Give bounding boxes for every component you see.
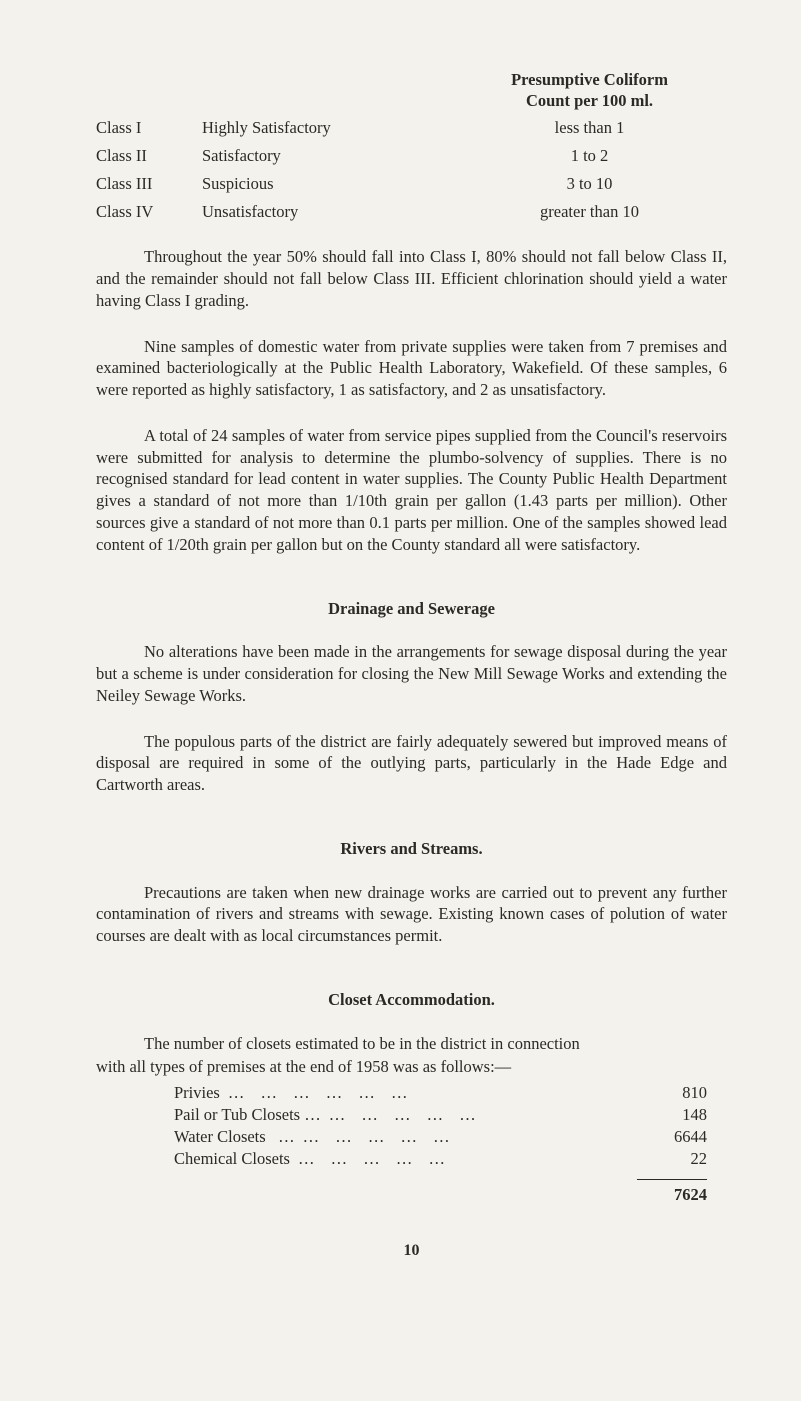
closet-total-row: 7624 <box>174 1184 707 1206</box>
class-table-cell: less than 1 <box>452 117 727 139</box>
closet-row: Privies … … … … … … 810 <box>174 1082 707 1104</box>
class-table-cell: Class II <box>96 145 202 167</box>
leader-dots: … … … … … <box>295 1126 637 1148</box>
closet-row: Pail or Tub Closets … … … … … … 148 <box>174 1104 707 1126</box>
total-rule <box>637 1179 707 1180</box>
body-paragraph: Throughout the year 50% should fall into… <box>96 246 727 311</box>
closet-label: Water Closets … <box>174 1126 295 1148</box>
closet-row: Chemical Closets … … … … … 22 <box>174 1148 707 1170</box>
closet-row: Water Closets … … … … … … 6644 <box>174 1126 707 1148</box>
closet-value: 22 <box>637 1148 707 1170</box>
leader-dots: … … … … … … <box>220 1082 637 1104</box>
class-table-cell: 3 to 10 <box>452 173 727 195</box>
closet-label: Privies <box>174 1082 220 1104</box>
closet-intro-line: with all types of premises at the end of… <box>96 1056 727 1078</box>
class-table-cell: 1 to 2 <box>452 145 727 167</box>
body-paragraph: Precautions are taken when new drainage … <box>96 882 727 947</box>
class-table: Presumptive ColiformCount per 100 ml. Cl… <box>96 70 727 222</box>
section-heading-drainage: Drainage and Sewerage <box>96 598 727 620</box>
closet-label: Pail or Tub Closets … <box>174 1104 321 1126</box>
body-paragraph: A total of 24 samples of water from serv… <box>96 425 727 556</box>
class-table-cell: Class I <box>96 117 202 139</box>
closet-value: 810 <box>637 1082 707 1104</box>
closet-value: 148 <box>637 1104 707 1126</box>
class-table-cell: Class IV <box>96 201 202 223</box>
body-paragraph: No alterations have been made in the arr… <box>96 641 727 706</box>
class-table-cell: Satisfactory <box>202 145 452 167</box>
body-paragraph: Nine samples of domestic water from priv… <box>96 336 727 401</box>
class-table-cell: Unsatisfactory <box>202 201 452 223</box>
class-table-cell: Suspicious <box>202 173 452 195</box>
leader-dots: … … … … … <box>321 1104 637 1126</box>
leader-dots: … … … … … <box>290 1148 637 1170</box>
closet-value: 6644 <box>637 1126 707 1148</box>
class-table-cell: Highly Satisfactory <box>202 117 452 139</box>
class-table-header: Presumptive ColiformCount per 100 ml. <box>452 70 727 111</box>
class-table-cell: Class III <box>96 173 202 195</box>
document-page: Presumptive ColiformCount per 100 ml. Cl… <box>0 0 801 1401</box>
closet-label: Chemical Closets <box>174 1148 290 1170</box>
section-heading-closet: Closet Accommodation. <box>96 989 727 1011</box>
section-heading-rivers: Rivers and Streams. <box>96 838 727 860</box>
page-number: 10 <box>96 1240 727 1261</box>
class-table-cell: greater than 10 <box>452 201 727 223</box>
closet-total-value: 7624 <box>637 1184 707 1206</box>
body-paragraph: The populous parts of the district are f… <box>96 731 727 796</box>
closet-intro-line: The number of closets estimated to be in… <box>96 1033 727 1055</box>
closet-list: Privies … … … … … … 810 Pail or Tub Clos… <box>174 1082 707 1206</box>
